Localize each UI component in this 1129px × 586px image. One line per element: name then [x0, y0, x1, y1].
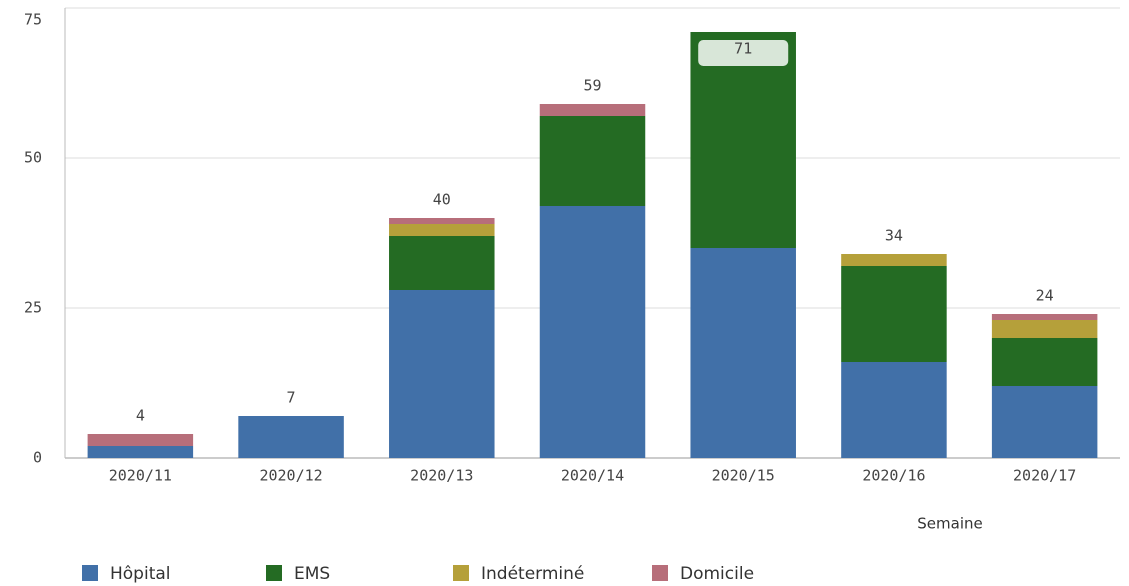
total-label: 4 — [136, 407, 145, 425]
total-label: 40 — [433, 191, 451, 209]
x-tick-label: 2020/17 — [1013, 467, 1076, 485]
bar-segment — [991, 314, 1098, 320]
bar-segment — [539, 104, 646, 116]
x-tick-label: 2020/11 — [109, 467, 172, 485]
bar-segment — [87, 446, 194, 458]
bar-segment — [690, 32, 796, 248]
legend-label: Hôpital — [110, 564, 171, 584]
total-label: 71 — [734, 40, 752, 58]
y-tick-label: 50 — [24, 149, 42, 167]
x-tick-label: 2020/16 — [862, 467, 925, 485]
x-tick-label: 2020/15 — [712, 467, 775, 485]
bar-segment — [539, 206, 646, 458]
bar-segment — [389, 218, 495, 224]
bar-segment — [841, 254, 947, 266]
x-tick-label: 2020/12 — [259, 467, 322, 485]
legend-label: Domicile — [680, 564, 754, 584]
bar-segment — [389, 290, 495, 458]
bar-segment — [841, 362, 947, 458]
total-label: 34 — [885, 227, 903, 245]
bar-segment — [389, 236, 495, 290]
legend-swatch — [82, 565, 98, 581]
bar-segment — [991, 338, 1098, 386]
bar-segment — [690, 248, 796, 458]
y-tick-label: 75 — [24, 11, 42, 29]
x-axis-label: Semaine — [917, 515, 982, 533]
label-box — [698, 40, 789, 66]
legend-swatch — [453, 565, 469, 581]
x-tick-label: 2020/14 — [561, 467, 624, 485]
legend-swatch — [652, 565, 668, 581]
y-tick-label: 25 — [24, 299, 42, 317]
total-label: 7 — [287, 389, 296, 407]
bar-segment — [389, 224, 495, 236]
bar-segment — [841, 266, 947, 362]
bar-segment — [539, 116, 646, 206]
total-label: 24 — [1036, 287, 1054, 305]
legend-label: EMS — [294, 564, 330, 584]
bar-segment — [991, 320, 1098, 338]
bar-segment — [87, 434, 194, 446]
x-tick-label: 2020/13 — [410, 467, 473, 485]
y-tick-label: 0 — [33, 449, 42, 467]
legend-swatch — [266, 565, 282, 581]
legend-label: Indéterminé — [481, 564, 584, 584]
bar-segment — [238, 416, 344, 458]
total-label: 59 — [583, 77, 601, 95]
bar-segment — [991, 386, 1098, 458]
